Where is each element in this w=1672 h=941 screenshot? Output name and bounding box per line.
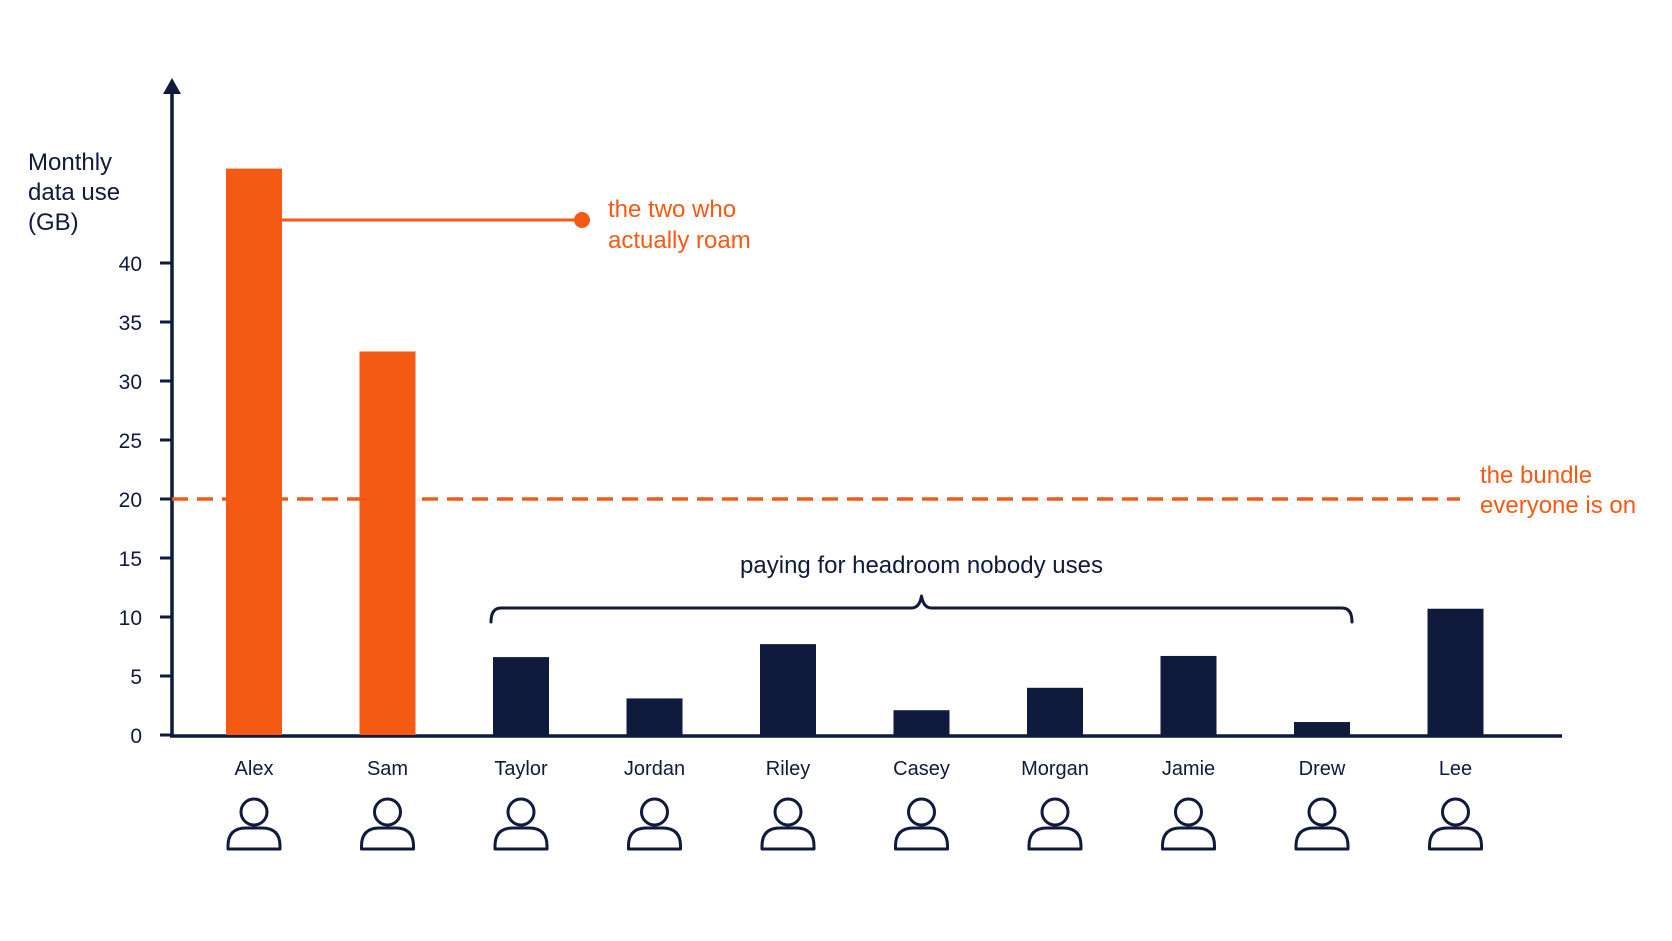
bar-riley bbox=[760, 644, 816, 735]
person-icon-head bbox=[1174, 797, 1203, 827]
person-icon bbox=[360, 797, 415, 851]
person-icon-body bbox=[360, 826, 415, 851]
bar-morgan bbox=[1027, 687, 1083, 735]
bars bbox=[226, 168, 1484, 736]
category-label: Lee bbox=[1439, 758, 1472, 780]
category-label: Casey bbox=[893, 758, 950, 780]
person-icon-head bbox=[907, 797, 936, 827]
person-icon-head bbox=[1040, 797, 1070, 827]
y-tick-label: 35 bbox=[119, 312, 142, 335]
bar-sam bbox=[359, 351, 416, 735]
category-label: Jamie bbox=[1162, 758, 1215, 780]
roamers-annotation-label: actually roam bbox=[608, 227, 751, 254]
category-label: Morgan bbox=[1021, 758, 1089, 780]
y-tick-label: 10 bbox=[119, 607, 142, 630]
person-icon-body bbox=[760, 826, 816, 851]
person-icon-body bbox=[1294, 826, 1350, 851]
headroom-brace bbox=[489, 594, 1354, 624]
category-label: Jordan bbox=[624, 758, 685, 780]
category-label: Drew bbox=[1299, 758, 1346, 780]
person-icon-body bbox=[894, 826, 949, 851]
bar-drew bbox=[1294, 722, 1350, 735]
y-tick-label: 20 bbox=[119, 489, 142, 512]
bar-jordan bbox=[626, 698, 683, 735]
person-icon-head bbox=[373, 797, 402, 827]
person-icon bbox=[1161, 797, 1216, 851]
person-icon-head bbox=[1441, 797, 1470, 827]
roamers-connector-dot bbox=[574, 212, 590, 228]
bar-taylor bbox=[493, 657, 549, 735]
y-tick-label: 25 bbox=[119, 430, 142, 453]
y-tick-label: 0 bbox=[130, 725, 142, 748]
person-icon bbox=[760, 797, 816, 851]
person-icon-body bbox=[1428, 826, 1483, 851]
category-label: Taylor bbox=[494, 758, 548, 780]
y-axis-title-line: Monthly bbox=[28, 149, 112, 176]
y-axis-title-line: (GB) bbox=[28, 209, 79, 236]
categories: Alex Sam Taylor Jordan Riley Casey Morgan Jamie… bbox=[226, 758, 1483, 851]
bar-jamie bbox=[1160, 655, 1217, 735]
y-tick-label: 30 bbox=[119, 371, 142, 394]
y-tick-label: 15 bbox=[119, 548, 142, 571]
person-icon bbox=[627, 797, 682, 851]
person-icon bbox=[226, 797, 282, 851]
y-tick-label: 5 bbox=[130, 666, 142, 689]
person-icon bbox=[1294, 797, 1350, 851]
roamers-annotation-label: the two who bbox=[608, 196, 736, 223]
person-icon-head bbox=[506, 797, 536, 827]
reference-line-group: the bundle everyone is on bbox=[172, 462, 1636, 519]
person-icon-body bbox=[627, 826, 682, 851]
category-label: Riley bbox=[766, 758, 810, 780]
annotations: the two who actually roam paying for headr… bbox=[282, 196, 1354, 624]
y-tick-label: 40 bbox=[119, 253, 142, 276]
axes: Monthly data use (GB) bbox=[28, 78, 1562, 738]
bar-casey bbox=[893, 710, 950, 735]
headroom-annotation-label: paying for headroom nobody uses bbox=[740, 552, 1103, 579]
category-label: Alex bbox=[235, 758, 274, 780]
bar-alex bbox=[226, 168, 282, 736]
person-icon-body bbox=[226, 826, 282, 851]
person-icon-head bbox=[640, 797, 669, 827]
reference-line-label: the bundle bbox=[1480, 462, 1592, 489]
person-icon bbox=[493, 797, 549, 851]
y-ticks: 0 5 10 15 20 25 30 35 40 bbox=[119, 253, 172, 748]
y-axis-title-line: data use bbox=[28, 179, 120, 206]
person-icon-head bbox=[773, 797, 803, 827]
bar-lee bbox=[1427, 608, 1484, 735]
reference-line-label: everyone is on bbox=[1480, 492, 1636, 519]
person-icon bbox=[1428, 797, 1483, 851]
person-icon-body bbox=[1161, 826, 1216, 851]
category-label: Sam bbox=[367, 758, 408, 780]
person-icon-head bbox=[1307, 797, 1337, 827]
person-icon-body bbox=[493, 826, 549, 851]
y-axis-arrowhead bbox=[163, 78, 181, 94]
person-icon bbox=[894, 797, 949, 851]
person-icon bbox=[1027, 797, 1083, 851]
person-icon-body bbox=[1027, 826, 1083, 851]
person-icon-head bbox=[239, 797, 269, 827]
